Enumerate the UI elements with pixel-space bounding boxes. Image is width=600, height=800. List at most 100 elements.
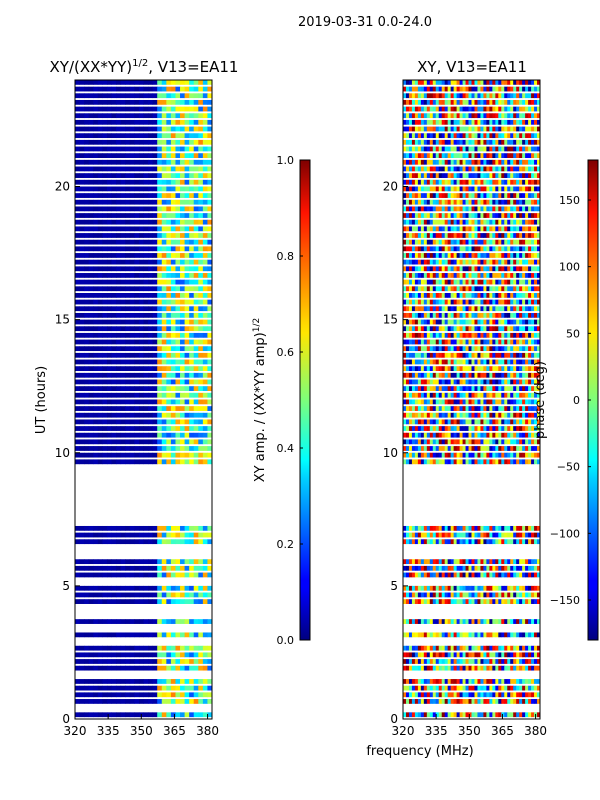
heatmap-cell xyxy=(170,139,176,145)
heatmap-cell xyxy=(202,293,208,298)
heatmap-cell xyxy=(193,692,199,698)
heatmap-cell xyxy=(111,233,117,238)
heatmap-cell xyxy=(152,206,158,212)
heatmap-cell xyxy=(480,406,484,411)
heatmap-cell xyxy=(88,699,94,704)
heatmap-cell xyxy=(152,386,158,391)
heatmap-cell xyxy=(75,233,80,238)
heatmap-cell xyxy=(456,419,460,425)
heatmap-cell xyxy=(411,406,416,411)
heatmap-cell xyxy=(534,452,538,458)
heatmap-cell xyxy=(531,439,535,445)
heatmap-cell xyxy=(75,319,80,325)
heatmap-cell xyxy=(134,392,140,398)
heatmap-cell xyxy=(534,399,538,405)
heatmap-cell xyxy=(93,372,99,378)
heatmap-cell xyxy=(111,199,117,205)
heatmap-cell xyxy=(116,106,122,112)
heatmap-cell xyxy=(447,525,452,531)
heatmap-cell xyxy=(501,565,505,571)
heatmap-cell xyxy=(408,372,413,378)
heatmap-cell xyxy=(202,159,208,165)
heatmap-cell xyxy=(75,206,80,212)
heatmap-cell xyxy=(180,392,185,398)
heatmap-cell xyxy=(498,439,502,445)
heatmap-cell xyxy=(125,532,131,538)
heatmap-cell xyxy=(134,93,140,99)
heatmap-cell xyxy=(507,239,511,245)
heatmap-cell xyxy=(453,273,458,278)
heatmap-cell xyxy=(456,293,460,298)
heatmap-cell xyxy=(447,565,452,571)
heatmap-cell xyxy=(180,692,185,698)
heatmap-cell xyxy=(202,446,208,451)
heatmap-cell xyxy=(435,532,440,538)
heatmap-cell xyxy=(450,359,455,365)
heatmap-cell xyxy=(207,206,213,212)
heatmap-cell xyxy=(534,426,538,431)
heatmap-cell xyxy=(441,665,446,671)
heatmap-cell xyxy=(120,119,126,125)
heatmap-cell xyxy=(519,412,523,418)
heatmap-cell xyxy=(405,572,410,578)
heatmap-cell xyxy=(148,206,154,212)
heatmap-cell xyxy=(111,99,117,105)
heatmap-cell xyxy=(534,226,538,232)
heatmap-cell xyxy=(93,679,99,684)
heatmap-cell xyxy=(426,306,431,312)
heatmap-cell xyxy=(513,585,517,591)
heatmap-cell xyxy=(495,592,499,598)
heatmap-cell xyxy=(106,93,112,99)
heatmap-cell xyxy=(143,166,149,172)
heatmap-cell xyxy=(489,326,493,332)
heatmap-cell xyxy=(143,233,149,238)
heatmap-cell xyxy=(513,432,517,438)
heatmap-cell xyxy=(441,253,446,258)
heatmap-cell xyxy=(193,233,199,238)
heatmap-cell xyxy=(143,99,149,105)
heatmap-cell xyxy=(504,366,508,372)
heatmap-cell xyxy=(106,412,112,418)
heatmap-cell xyxy=(435,366,440,372)
heatmap-cell xyxy=(516,532,520,538)
heatmap-cell xyxy=(462,459,466,465)
heatmap-cell xyxy=(134,585,140,591)
heatmap-cell xyxy=(170,246,176,252)
heatmap-cell xyxy=(106,665,112,671)
heatmap-cell xyxy=(498,266,502,272)
heatmap-cell xyxy=(202,326,208,332)
heatmap-cell xyxy=(189,412,195,418)
heatmap-cell xyxy=(157,572,163,578)
heatmap-cell xyxy=(507,565,511,571)
heatmap-cell xyxy=(138,439,144,445)
heatmap-cell xyxy=(471,239,475,245)
heatmap-cell xyxy=(175,166,181,172)
heatmap-cell xyxy=(93,419,99,425)
heatmap-cell xyxy=(531,652,535,658)
heatmap-cell xyxy=(148,159,154,165)
heatmap-cell xyxy=(507,432,511,438)
heatmap-cell xyxy=(102,173,108,178)
heatmap-cell xyxy=(93,426,99,431)
heatmap-cell xyxy=(152,419,158,425)
heatmap-cell xyxy=(79,645,85,651)
heatmap-cell xyxy=(468,659,472,664)
heatmap-cell xyxy=(102,585,108,591)
heatmap-cell xyxy=(414,419,419,425)
heatmap-cell xyxy=(138,213,144,218)
heatmap-cell xyxy=(170,412,176,418)
heatmap-cell xyxy=(116,532,122,538)
heatmap-cell xyxy=(408,293,413,298)
heatmap-cell xyxy=(125,219,131,225)
heatmap-cell xyxy=(450,685,455,691)
heatmap-cell xyxy=(138,206,144,212)
heatmap-cell xyxy=(143,372,149,378)
heatmap-cell xyxy=(88,632,94,638)
heatmap-cell xyxy=(417,585,422,591)
heatmap-cell xyxy=(148,306,154,312)
heatmap-cell xyxy=(170,619,176,624)
heatmap-cell xyxy=(193,619,199,624)
heatmap-cell xyxy=(516,306,520,312)
heatmap-cell xyxy=(528,692,532,698)
heatmap-cell xyxy=(429,346,434,352)
